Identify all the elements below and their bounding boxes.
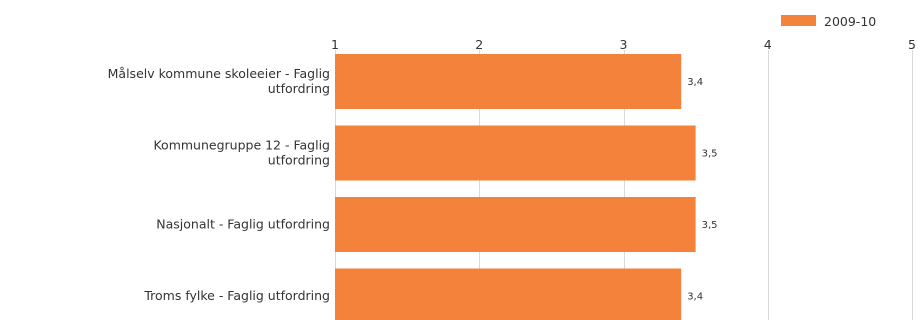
data-label: 3,4 bbox=[687, 292, 703, 303]
legend-label-2009-10: 2009-10 bbox=[824, 14, 876, 29]
x-tick-label: 3 bbox=[620, 37, 628, 52]
bar bbox=[335, 125, 696, 181]
data-label: 3,5 bbox=[702, 149, 718, 160]
data-label: 3,5 bbox=[702, 220, 718, 231]
data-label: 3,4 bbox=[687, 77, 703, 88]
bar bbox=[335, 268, 682, 320]
bar bbox=[335, 54, 682, 109]
category-label: Målselv kommune skoleeier - Faglig bbox=[108, 66, 330, 81]
category-label: utfordring bbox=[268, 153, 330, 168]
data-labels: 3,4 3,5 3,5 3,4 bbox=[687, 77, 717, 303]
category-label: Kommunegruppe 12 - Faglig bbox=[153, 138, 330, 153]
bar bbox=[335, 197, 696, 252]
legend: 2009-10 bbox=[781, 14, 876, 29]
x-tick-label: 1 bbox=[331, 37, 339, 52]
category-label: utfordring bbox=[268, 81, 330, 96]
axis-tick-labels: 1 2 3 4 5 bbox=[331, 37, 916, 52]
x-tick-label: 2 bbox=[475, 37, 483, 52]
legend-swatch-2009-10 bbox=[781, 15, 816, 26]
x-tick-label: 5 bbox=[908, 37, 916, 52]
category-label: Troms fylke - Faglig utfordring bbox=[143, 288, 330, 303]
category-labels: Målselv kommune skoleeier - Fagligutford… bbox=[108, 66, 330, 303]
category-label: Nasjonalt - Faglig utfordring bbox=[156, 217, 330, 232]
x-tick-label: 4 bbox=[764, 37, 772, 52]
bars bbox=[335, 54, 696, 320]
